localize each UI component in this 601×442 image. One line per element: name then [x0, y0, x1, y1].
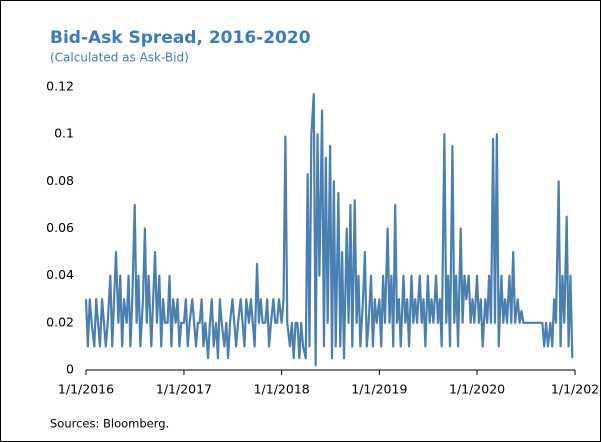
- y-tick-label: 0.04: [46, 267, 74, 282]
- x-tick-label: 1/1/2020: [449, 382, 505, 397]
- x-tick-label: 1/1/2017: [156, 382, 212, 397]
- y-tick-label: 0.06: [46, 220, 74, 235]
- y-tick-label: 0.12: [46, 79, 74, 94]
- y-tick-label: 0.08: [46, 173, 74, 188]
- x-tick-label: 1/1/2016: [58, 382, 114, 397]
- x-tick-label: 1/1/202: [551, 382, 599, 397]
- chart-subtitle: (Calculated as Ask-Bid): [50, 51, 189, 65]
- y-tick-label: 0.1: [54, 126, 74, 141]
- chart-title: Bid-Ask Spread, 2016-2020: [50, 28, 311, 48]
- source-note: Sources: Bloomberg.: [50, 417, 169, 431]
- y-tick-label: 0.02: [46, 314, 74, 329]
- x-tick-label: 1/1/2019: [351, 382, 407, 397]
- y-tick-label: 0: [66, 362, 74, 377]
- x-tick-label: 1/1/2018: [254, 382, 310, 397]
- line-series: [84, 92, 574, 367]
